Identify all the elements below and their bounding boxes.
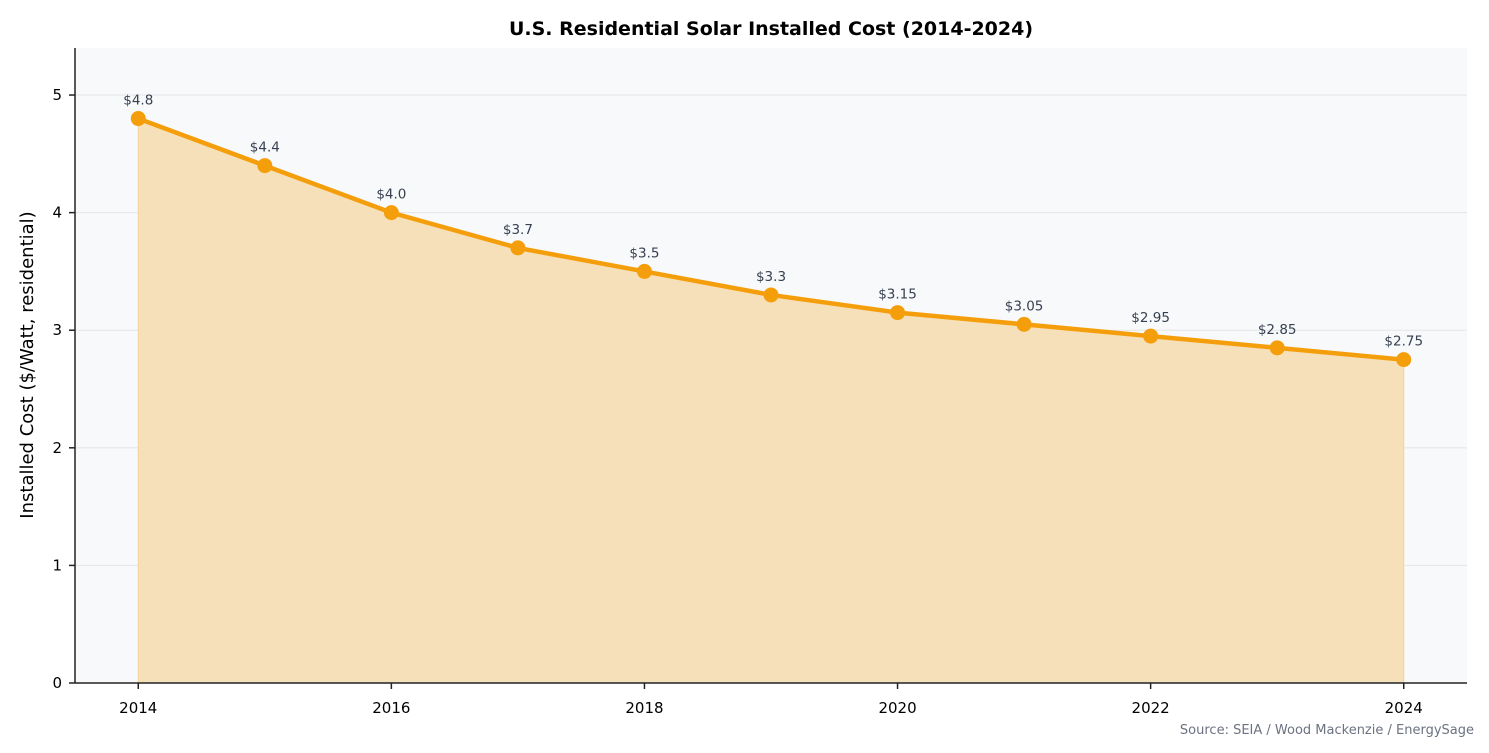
y-tick-label: 2 [52,439,62,457]
data-label: $2.75 [1384,334,1423,350]
data-point [1143,328,1159,344]
data-points [130,111,1412,368]
data-labels: $4.8 $4.4 $4.0 $3.7 $3.5 $3.3 $3.15 $3.05 $2.95 $… [123,93,1423,350]
x-tick-label: 2016 [372,699,410,717]
source-note: Source: SEIA / Wood Mackenzie / EnergySa… [1180,723,1474,738]
data-label: $2.95 [1131,310,1170,326]
data-point [763,287,779,303]
data-label: $3.15 [878,287,917,303]
data-point [1016,316,1032,332]
x-tick-label: 2018 [625,699,663,717]
x-tick-label: 2020 [878,699,916,717]
data-label: $3.7 [503,222,533,238]
y-tick-label: 3 [52,321,62,339]
x-tick-label: 2022 [1132,699,1170,717]
data-label: $3.05 [1005,298,1044,314]
data-label: $4.8 [123,93,153,109]
data-label: $4.0 [376,187,406,203]
data-label: $3.3 [756,269,786,285]
data-point [890,305,906,321]
data-point [257,158,273,174]
data-label: $3.5 [629,245,659,261]
data-point [510,240,526,256]
x-tick-label: 2024 [1385,699,1423,717]
y-tick-label: 0 [52,674,62,692]
data-point [1269,340,1285,356]
y-tick-label: 1 [52,556,62,574]
y-ticks: 0 1 2 3 4 5 [52,86,75,692]
y-tick-label: 5 [52,86,62,104]
data-label: $2.85 [1258,322,1297,338]
data-point [130,111,146,127]
x-ticks: 2014 2016 2018 2020 2022 2024 [119,683,1423,717]
data-point [1396,352,1412,368]
x-tick-label: 2014 [119,699,157,717]
y-tick-label: 4 [52,204,62,222]
data-label: $4.4 [250,140,280,156]
data-point [636,263,652,279]
chart-title: U.S. Residential Solar Installed Cost (2… [509,18,1033,40]
y-axis-label: Installed Cost ($/Watt, residential) [17,211,38,518]
data-point [383,205,399,221]
